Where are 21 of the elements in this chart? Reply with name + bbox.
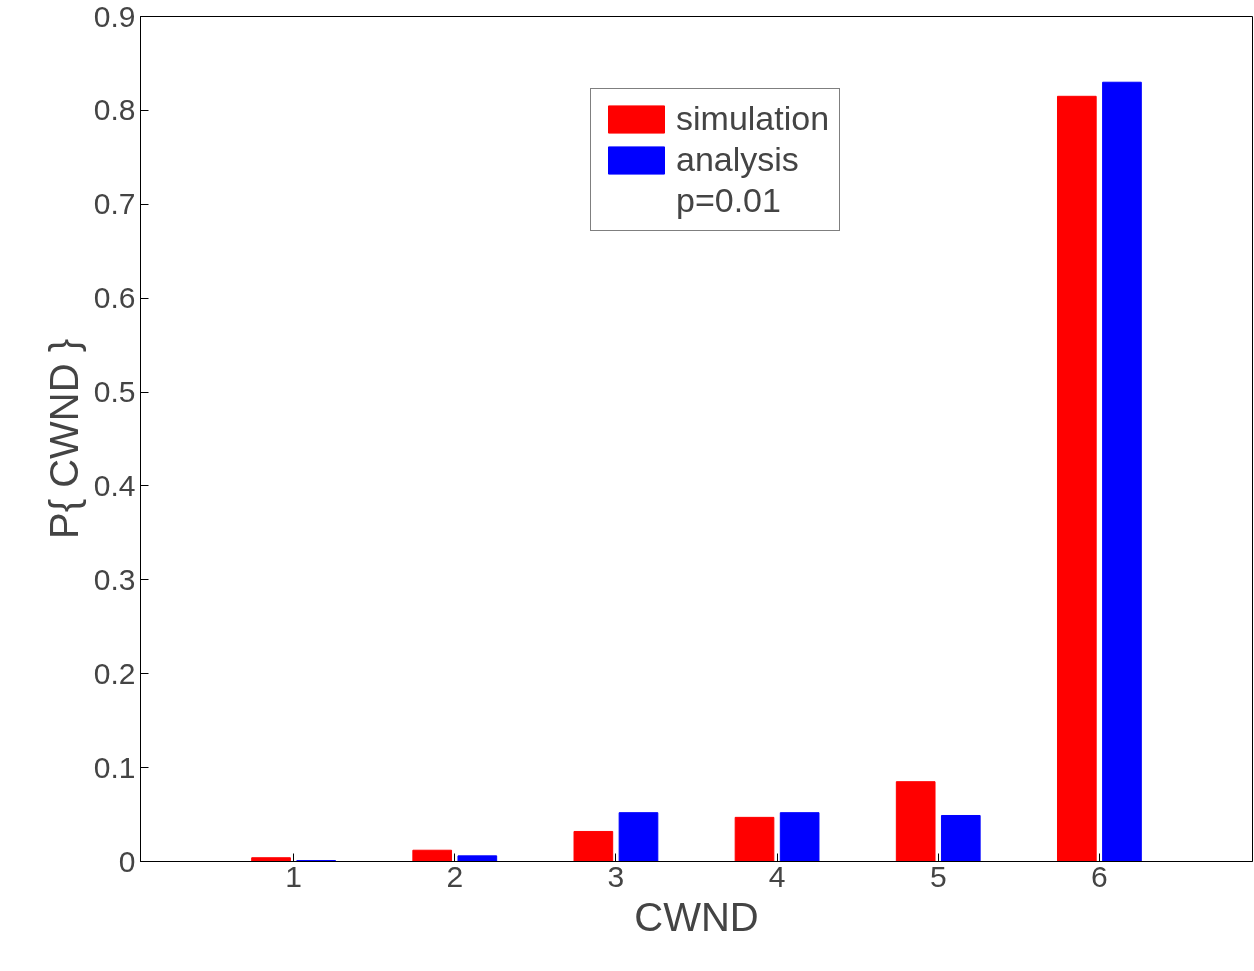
y-tick-label: 0.3 bbox=[93, 562, 136, 596]
legend-label: analysis bbox=[676, 140, 799, 179]
y-tick-label: 0.6 bbox=[93, 281, 136, 315]
y-tick-label: 0 bbox=[118, 844, 136, 878]
y-tick-label: 0.1 bbox=[93, 750, 136, 784]
x-tick-label: 1 bbox=[285, 859, 302, 893]
y-tick-label: 0.7 bbox=[93, 187, 136, 221]
y-tick-label: 0.4 bbox=[93, 468, 136, 502]
x-axis-title: CWND bbox=[634, 894, 759, 939]
y-tick-label: 0.8 bbox=[93, 93, 136, 127]
x-tick-label: 4 bbox=[768, 859, 786, 893]
y-axis-title: P{ CWND } bbox=[41, 338, 86, 540]
y-tick-label: 0.2 bbox=[93, 656, 136, 690]
y-tick-label: 0.9 bbox=[93, 0, 136, 33]
x-tick-label: 6 bbox=[1091, 859, 1108, 893]
annotation: p=0.01 bbox=[676, 181, 781, 220]
y-tick-label: 0.5 bbox=[93, 375, 136, 409]
x-tick-label: 5 bbox=[929, 859, 947, 893]
x-tick-label: 2 bbox=[446, 859, 464, 893]
x-tick-label: 3 bbox=[607, 859, 625, 893]
legend-label: simulation bbox=[676, 99, 830, 138]
